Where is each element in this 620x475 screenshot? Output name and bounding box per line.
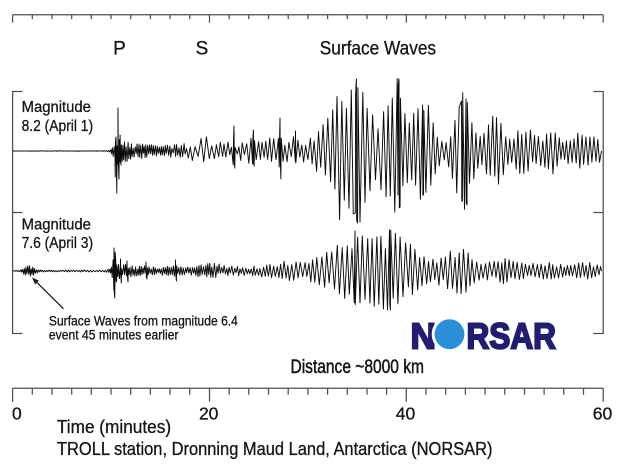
svg-text:Surface Waves from magnitude 6: Surface Waves from magnitude 6.4 <box>49 314 238 329</box>
svg-text:Magnitude: Magnitude <box>22 99 91 116</box>
svg-text:7.6 (April 3): 7.6 (April 3) <box>22 235 94 252</box>
svg-text:40: 40 <box>396 404 416 424</box>
svg-text:8.2 (April 1): 8.2 (April 1) <box>22 118 94 135</box>
svg-text:TROLL station, Dronning Maud L: TROLL station, Dronning Maud Land, Antar… <box>57 439 493 459</box>
svg-text:RSAR: RSAR <box>467 315 557 356</box>
svg-text:P: P <box>113 38 126 59</box>
svg-text:Surface Waves: Surface Waves <box>320 38 436 59</box>
svg-text:20: 20 <box>199 404 219 424</box>
svg-text:60: 60 <box>593 404 613 424</box>
svg-text:Distance ~8000 km: Distance ~8000 km <box>291 356 425 378</box>
svg-text:Time (minutes): Time (minutes) <box>57 417 171 437</box>
svg-text:event 45 minutes earlier: event 45 minutes earlier <box>49 328 179 343</box>
svg-text:S: S <box>196 38 209 59</box>
svg-text:0: 0 <box>12 404 22 424</box>
svg-text:Magnitude: Magnitude <box>22 216 91 233</box>
